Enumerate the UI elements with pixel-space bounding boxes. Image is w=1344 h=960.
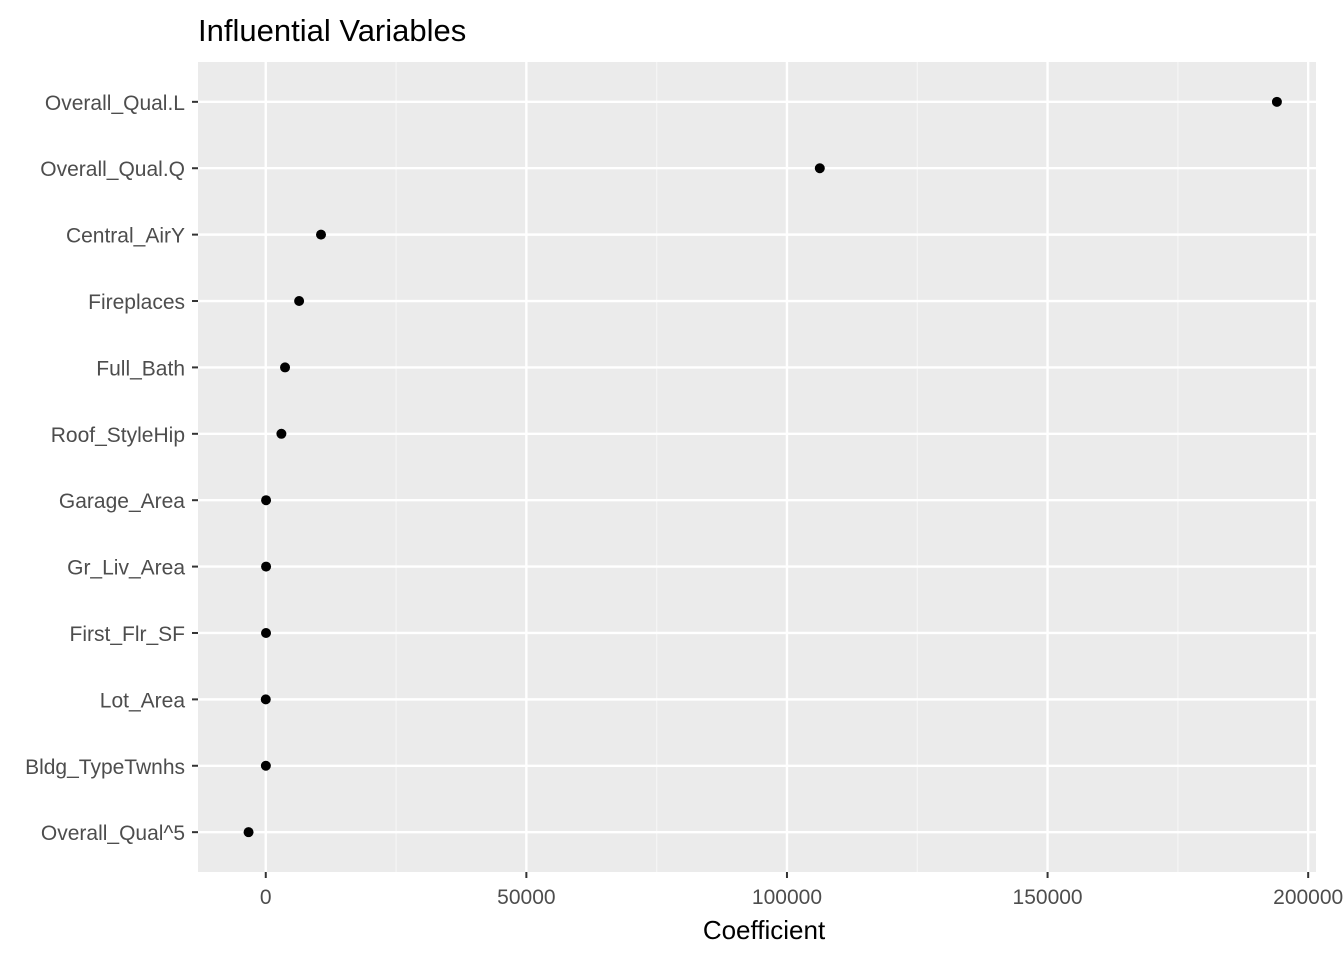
data-point xyxy=(260,760,271,771)
data-point xyxy=(294,296,305,307)
y-tick-label: Garage_Area xyxy=(59,490,185,513)
data-point xyxy=(260,694,271,705)
x-tick-label: 200000 xyxy=(1273,886,1343,909)
data-point xyxy=(261,627,272,638)
data-point xyxy=(280,362,291,373)
x-tick-label: 150000 xyxy=(1013,886,1083,909)
data-point xyxy=(316,229,327,240)
y-tick-label: Lot_Area xyxy=(100,689,186,712)
x-axis-title: Coefficient xyxy=(703,915,826,945)
x-tick-label: 100000 xyxy=(752,886,822,909)
y-tick-label: Gr_Liv_Area xyxy=(67,557,185,580)
plot-panel xyxy=(198,62,1316,872)
data-point xyxy=(261,561,272,572)
data-point xyxy=(1271,96,1282,107)
y-tick-label: Overall_Qual.Q xyxy=(40,158,185,181)
y-tick-label: Overall_Qual.L xyxy=(45,92,185,115)
data-points xyxy=(243,96,1282,838)
y-tick-label: Roof_StyleHip xyxy=(51,424,185,447)
data-point xyxy=(814,163,825,174)
x-axis-ticks: 0 50000 100000 150000 200000 xyxy=(260,872,1343,909)
data-point xyxy=(261,495,272,506)
y-tick-label: Full_Bath xyxy=(96,357,185,380)
chart-title: Influential Variables xyxy=(198,13,466,48)
x-tick-label: 0 xyxy=(260,886,272,909)
y-tick-label: Fireplaces xyxy=(88,291,185,314)
y-tick-label: Bldg_TypeTwnhs xyxy=(25,756,185,779)
grid-major xyxy=(198,62,1316,872)
data-point xyxy=(243,827,254,838)
data-point xyxy=(276,428,287,439)
y-tick-label: Central_AirY xyxy=(66,225,185,248)
y-tick-label: Overall_Qual^5 xyxy=(41,822,185,845)
x-tick-label: 50000 xyxy=(497,886,555,909)
grid-minor xyxy=(395,62,1179,872)
y-tick-label: First_Flr_SF xyxy=(70,623,186,646)
y-axis-ticks: Overall_Qual.L Overall_Qual.Q Central_AirY… xyxy=(25,92,198,845)
